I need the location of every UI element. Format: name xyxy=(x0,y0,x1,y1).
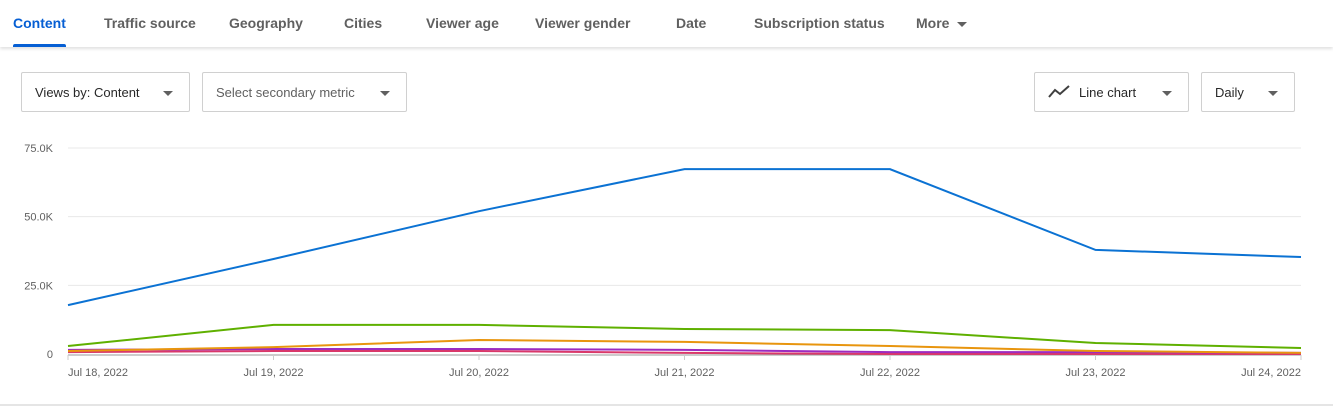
caret-down-icon xyxy=(1268,91,1278,96)
secondary-metric-dropdown[interactable]: Select secondary metric xyxy=(202,72,407,112)
tab-cities[interactable]: Cities xyxy=(344,15,383,31)
caret-down-icon xyxy=(163,91,173,96)
bottom-divider xyxy=(0,404,1333,406)
tab-date[interactable]: Date xyxy=(676,15,707,31)
tab-viewer-age[interactable]: Viewer age xyxy=(426,15,499,31)
y-tick-label: 0 xyxy=(47,349,53,361)
secondary-metric-label: Select secondary metric xyxy=(216,84,355,100)
y-tick-label: 25.0K xyxy=(24,280,53,292)
series-line-3[interactable] xyxy=(67,348,1302,354)
x-tick-label: Jul 22, 2022 xyxy=(860,367,920,379)
interval-label: Daily xyxy=(1215,84,1244,100)
primary-metric-dropdown[interactable]: Views by: Content xyxy=(21,72,190,112)
tab-content[interactable]: Content xyxy=(13,15,66,47)
more-label: More xyxy=(916,15,950,31)
x-tick-label: Jul 21, 2022 xyxy=(655,367,715,379)
x-tick-label: Jul 18, 2022 xyxy=(68,367,128,379)
chart-type-dropdown[interactable]: Line chart xyxy=(1034,72,1189,112)
series-line-0[interactable] xyxy=(67,168,1302,307)
caret-down-icon xyxy=(380,91,390,96)
caret-down-icon xyxy=(957,21,968,27)
tab-traffic-source[interactable]: Traffic source xyxy=(104,15,196,31)
tab-viewer-gender[interactable]: Viewer gender xyxy=(535,15,631,31)
x-tick-label: Jul 19, 2022 xyxy=(244,367,304,379)
interval-dropdown[interactable]: Daily xyxy=(1201,72,1295,112)
report-tabs: Content Traffic source Geography Cities … xyxy=(0,0,1333,47)
primary-metric-label: Views by: Content xyxy=(35,84,140,100)
y-tick-label: 50.0K xyxy=(24,212,53,224)
x-tick-label: Jul 23, 2022 xyxy=(1066,367,1126,379)
line-chart-icon xyxy=(1048,85,1070,98)
tab-more[interactable]: More xyxy=(916,15,968,31)
series-line-2[interactable] xyxy=(67,338,1302,354)
series-line-4[interactable] xyxy=(67,349,1301,355)
tab-subscription-status[interactable]: Subscription status xyxy=(754,15,885,31)
x-tick-label: Jul 20, 2022 xyxy=(449,367,509,379)
series-line-1[interactable] xyxy=(67,323,1302,349)
y-tick-label: 75.0K xyxy=(24,143,53,155)
caret-down-icon xyxy=(1162,91,1172,96)
chart-type-label: Line chart xyxy=(1079,84,1137,100)
x-tick-label: Jul 24, 2022 xyxy=(1241,367,1301,379)
tab-geography[interactable]: Geography xyxy=(229,15,303,31)
